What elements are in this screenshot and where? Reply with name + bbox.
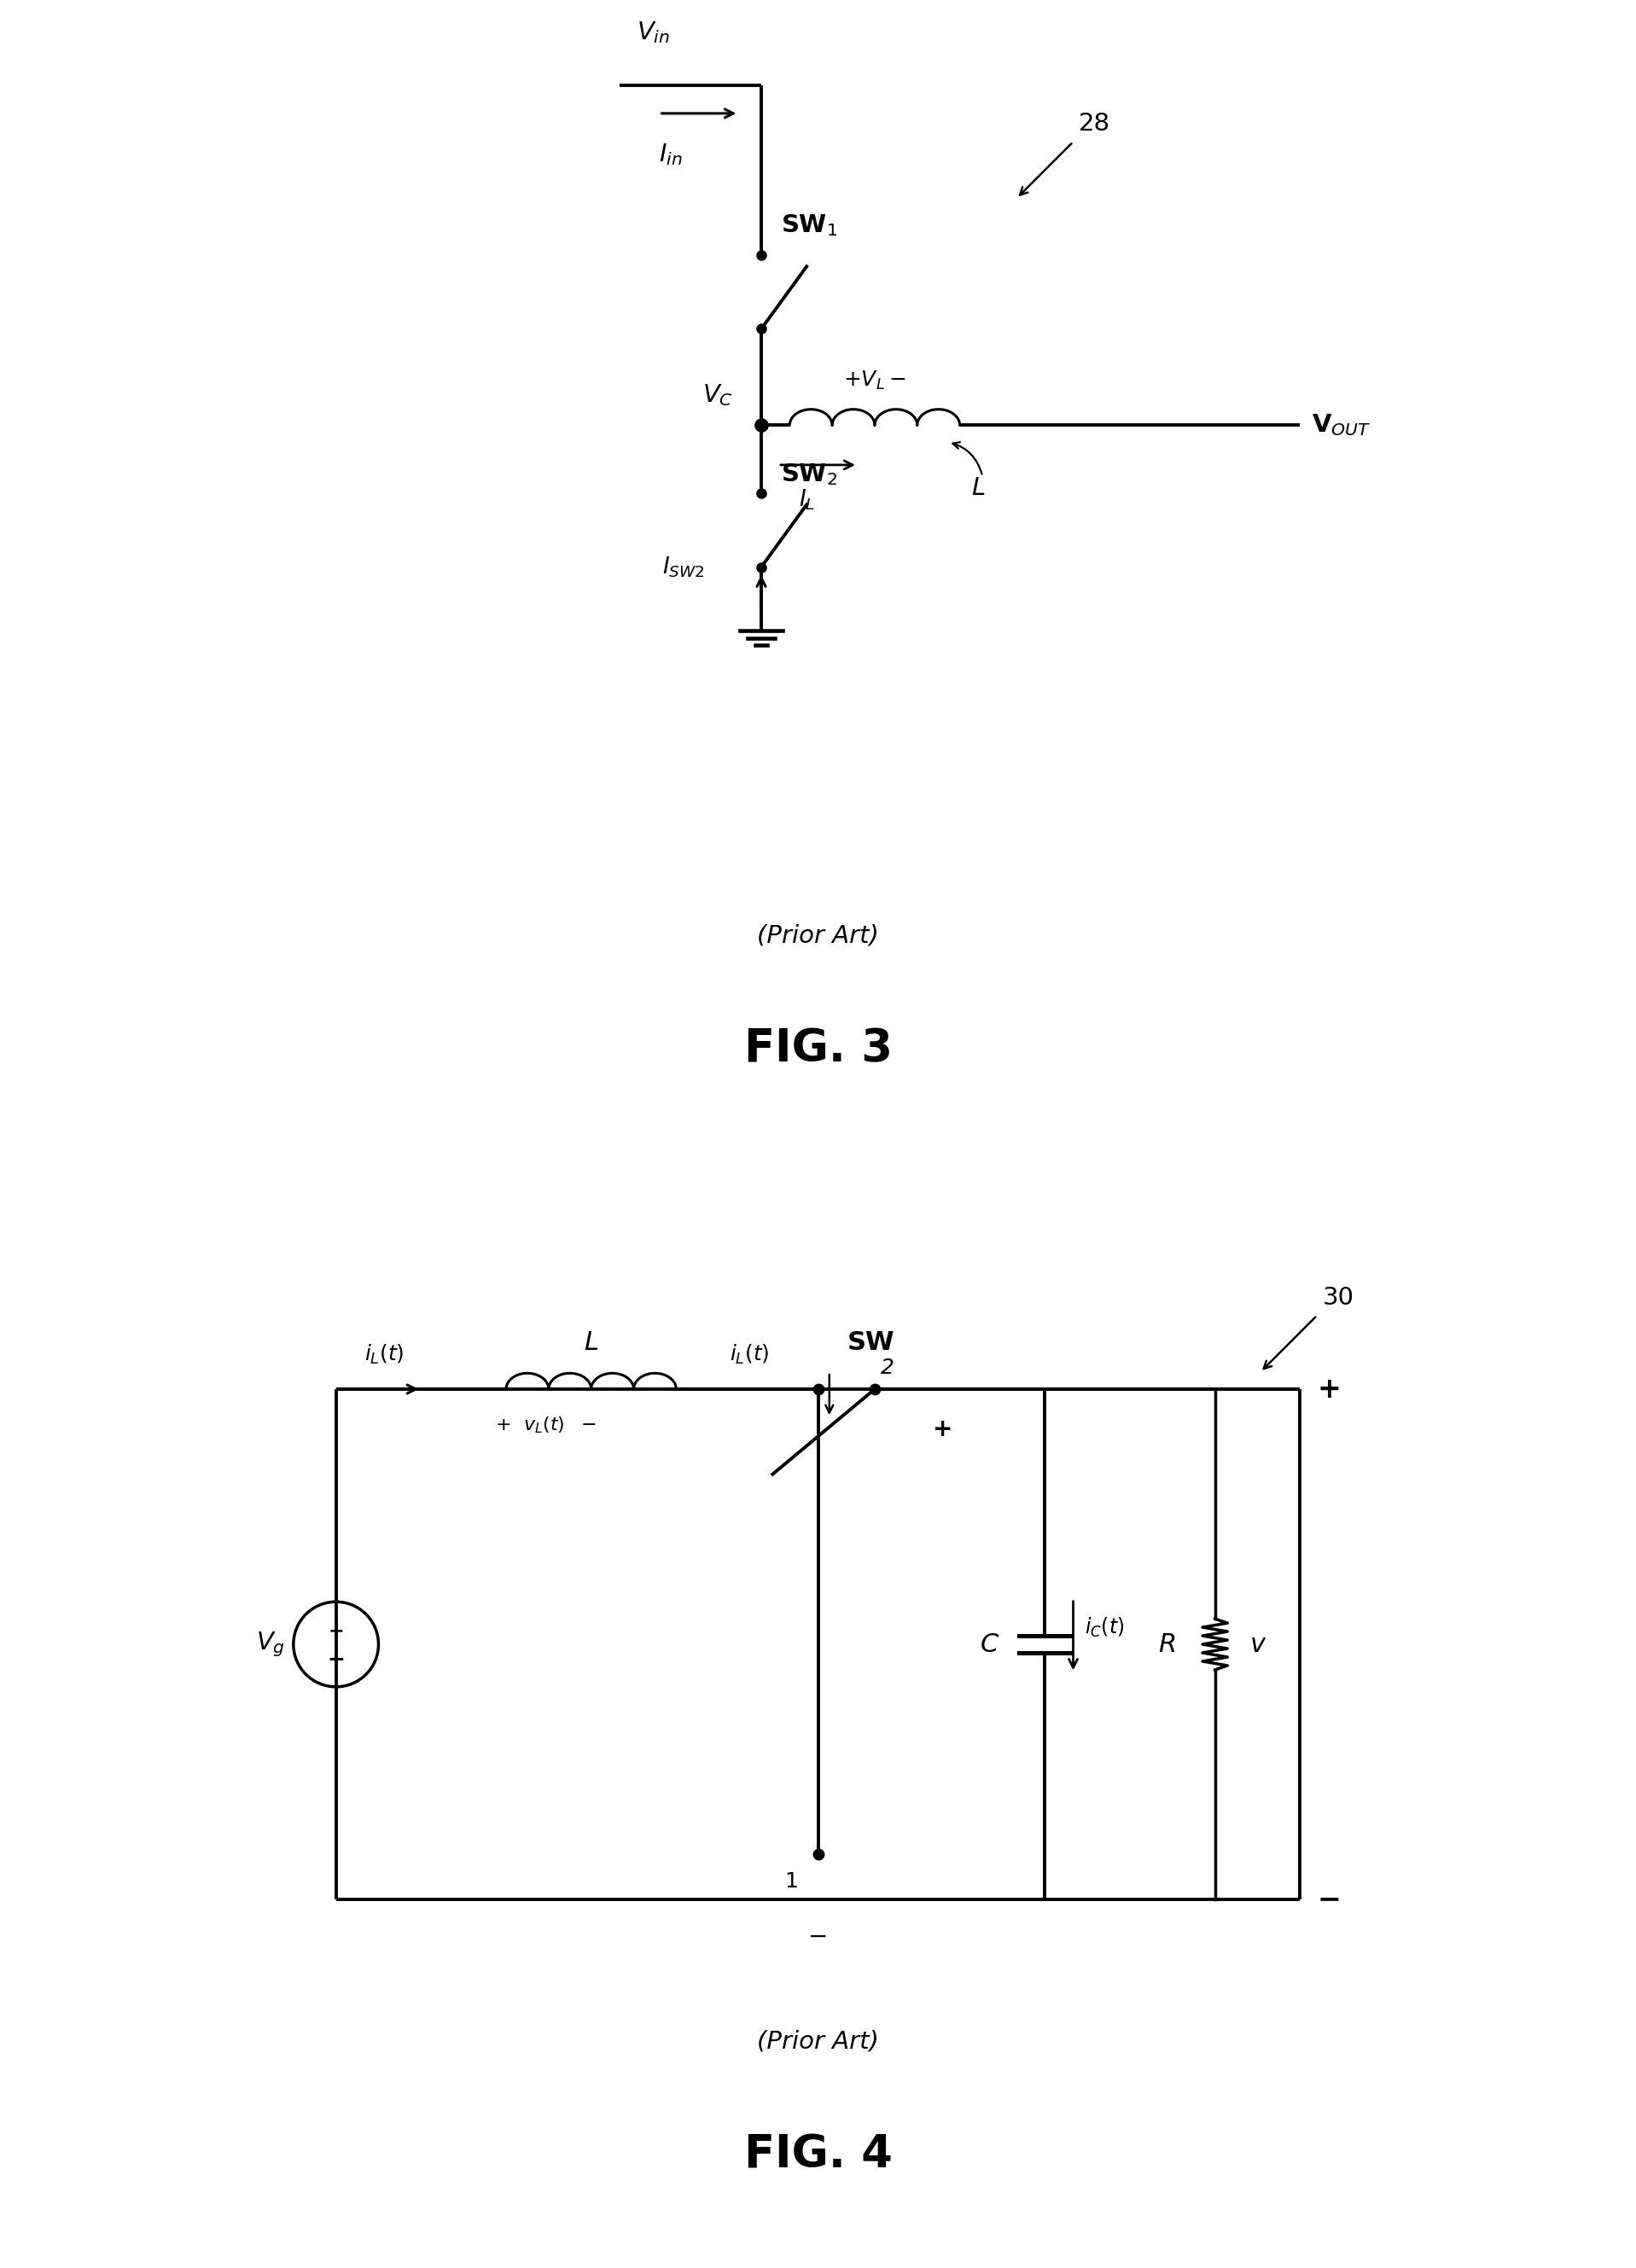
Text: FIG. 4: FIG. 4	[744, 2132, 892, 2177]
Text: +: +	[329, 1624, 344, 1640]
Text: $I_{SW2}$: $I_{SW2}$	[663, 556, 705, 578]
Text: $+V_{L}-$: $+V_{L}-$	[843, 370, 906, 392]
Text: (Prior Art): (Prior Art)	[757, 923, 879, 948]
Text: $I_L$: $I_L$	[798, 488, 815, 513]
Text: $i_C(t)$: $i_C(t)$	[1085, 1615, 1124, 1640]
Text: $V_C$: $V_C$	[702, 383, 733, 408]
Text: $+\ \ v_L(t)\ \ -$: $+\ \ v_L(t)\ \ -$	[494, 1415, 596, 1436]
Text: $\mathbf{SW}_{\mathit{1}}$: $\mathbf{SW}_{\mathit{1}}$	[780, 213, 838, 238]
Text: FIG. 3: FIG. 3	[744, 1027, 892, 1070]
Text: 28: 28	[1078, 111, 1111, 136]
Text: (Prior Art): (Prior Art)	[757, 2030, 879, 2053]
Text: $v$: $v$	[1248, 1633, 1266, 1656]
Text: −: −	[808, 1926, 828, 1948]
Text: +: +	[1317, 1374, 1342, 1404]
Text: $\mathbf{V}_{OUT}$: $\mathbf{V}_{OUT}$	[1312, 413, 1371, 438]
Text: $V_g$: $V_g$	[255, 1631, 285, 1658]
Text: −: −	[1317, 1885, 1342, 1914]
Text: $L$: $L$	[584, 1331, 599, 1356]
Text: $L$: $L$	[972, 476, 985, 501]
Text: $C$: $C$	[980, 1633, 1000, 1656]
Text: −: −	[327, 1649, 345, 1669]
Text: $R$: $R$	[1158, 1633, 1175, 1656]
Text: $i_L(t)$: $i_L(t)$	[365, 1343, 404, 1365]
Text: $\mathbf{SW}_{\mathit{2}}$: $\mathbf{SW}_{\mathit{2}}$	[780, 463, 838, 488]
Text: +: +	[933, 1418, 952, 1442]
Text: $I_{in}$: $I_{in}$	[659, 141, 682, 168]
Text: 2: 2	[880, 1356, 893, 1377]
Text: 1: 1	[785, 1871, 798, 1892]
Text: $i_L(t)$: $i_L(t)$	[730, 1343, 771, 1365]
Text: $\mathbf{SW}$: $\mathbf{SW}$	[846, 1331, 895, 1356]
Text: 30: 30	[1324, 1286, 1355, 1311]
Text: $V_{in}$: $V_{in}$	[636, 20, 669, 45]
